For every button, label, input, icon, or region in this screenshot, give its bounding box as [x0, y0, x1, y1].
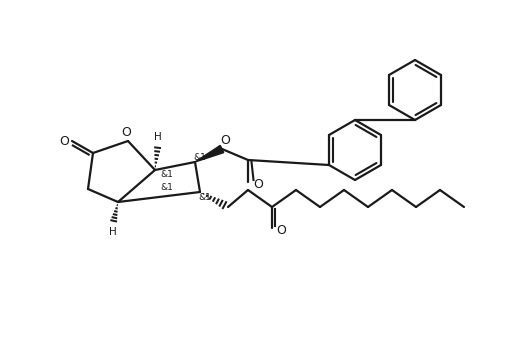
Polygon shape	[195, 145, 224, 162]
Text: O: O	[253, 177, 263, 190]
Text: &1: &1	[161, 169, 173, 178]
Text: &1: &1	[161, 183, 173, 191]
Text: O: O	[121, 126, 131, 138]
Text: H: H	[109, 227, 117, 237]
Text: &1: &1	[199, 193, 211, 201]
Text: H: H	[154, 132, 162, 142]
Text: &1: &1	[193, 152, 207, 161]
Text: O: O	[276, 225, 286, 237]
Text: O: O	[59, 135, 69, 148]
Text: O: O	[220, 134, 230, 147]
